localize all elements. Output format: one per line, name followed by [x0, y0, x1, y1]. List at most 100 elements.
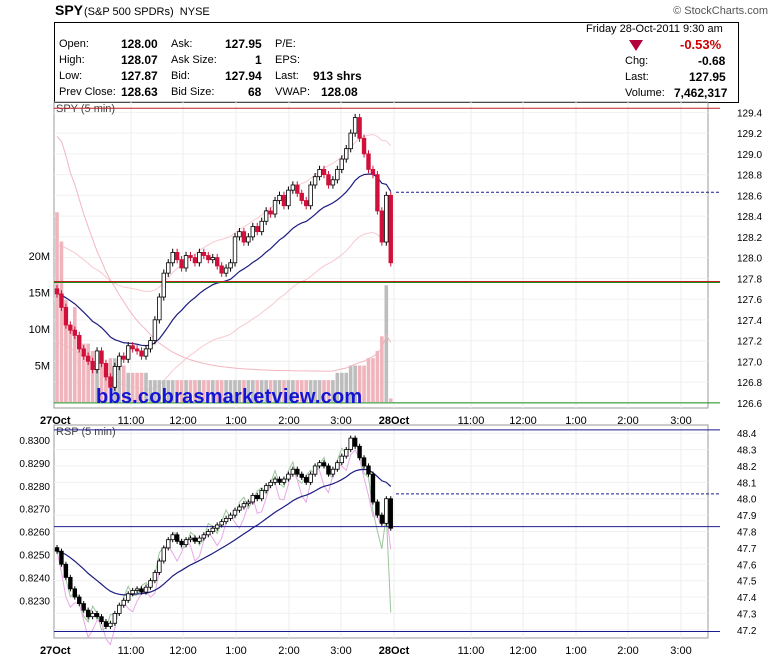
candle-body: [312, 176, 318, 186]
candle-body: [206, 531, 211, 536]
candle-body: [268, 210, 273, 215]
bid-size-value: 68: [248, 85, 262, 99]
candle-body: [214, 257, 220, 267]
x-tick-label: 1:00: [565, 645, 586, 657]
volume-bar: [317, 380, 322, 402]
candle-body: [85, 609, 91, 618]
candle-body: [299, 192, 304, 201]
volume-bar: [273, 380, 277, 402]
candle-body: [321, 462, 327, 467]
candle-body: [170, 534, 175, 541]
volume-bar: [357, 365, 362, 402]
brand-label[interactable]: © StockCharts.com: [673, 5, 768, 17]
candle-body: [272, 200, 278, 215]
volume-bar: [335, 372, 340, 402]
candle-body: [232, 509, 238, 516]
y-tick-label: 47.9: [737, 511, 757, 522]
candle-body: [152, 319, 158, 341]
candle-body: [108, 622, 113, 627]
candle-body: [143, 586, 149, 593]
candle-body: [259, 220, 264, 233]
y-tick-label: 129.0: [737, 150, 762, 161]
candle-body: [388, 194, 393, 264]
candle-body: [94, 350, 100, 371]
ask-label: Ask:: [171, 38, 193, 50]
open-value: 128.00: [121, 37, 158, 51]
candle-body: [339, 158, 344, 170]
volume-bar: [73, 307, 77, 402]
quote-box: Open: 128.00 High: 128.07 Low: 127.87 Pr…: [54, 22, 739, 103]
candle-body: [308, 184, 313, 207]
volume-bar: [157, 380, 162, 402]
candle-body: [170, 252, 175, 264]
candle-body: [174, 252, 180, 261]
y-tick-label: 48.1: [737, 478, 757, 489]
candle-body: [143, 348, 149, 357]
percent-change: -0.53%: [680, 37, 722, 52]
x-tick-label: 2:00: [617, 415, 638, 427]
ask-value: 127.95: [225, 37, 262, 51]
candle-body: [134, 348, 140, 352]
x-tick-label: 3:00: [330, 415, 351, 427]
candle-body: [219, 521, 224, 526]
y-tick-label: 127.4: [737, 316, 762, 327]
volume-bar: [282, 380, 286, 402]
x-tick-label: 12:00: [169, 645, 197, 657]
y-tick-label: 128.8: [737, 171, 762, 182]
candle-body: [237, 506, 242, 511]
y-tick-label: 48.2: [737, 462, 757, 473]
candle-body: [330, 468, 336, 475]
volume-bar: [255, 380, 260, 402]
candle-body: [348, 437, 353, 450]
x-tick-label: 2:00: [617, 645, 638, 657]
candle-body: [157, 560, 162, 573]
candle-body: [157, 296, 162, 321]
candle-body: [370, 169, 376, 176]
candle-body: [263, 210, 269, 222]
candle-body: [303, 200, 309, 207]
y-tick-label: 48.4: [737, 429, 757, 440]
high-value: 128.07: [121, 53, 158, 67]
y-tick-label: 48.0: [737, 495, 757, 506]
y-tick-label: 127.2: [737, 337, 762, 348]
volume-axis-label: 10M: [29, 324, 50, 336]
candle-body: [379, 210, 385, 243]
volume-bar: [331, 380, 335, 402]
quote-date: Friday 28-Oct-2011 9:30 am: [586, 23, 723, 35]
candle-body: [68, 324, 73, 331]
y-tick-label: 47.2: [737, 626, 757, 637]
pe-label: P/E:: [275, 38, 296, 50]
volume-bar: [55, 212, 59, 402]
candle-body: [112, 613, 118, 624]
bid-value: 127.94: [225, 69, 262, 83]
ticker-symbol[interactable]: SPY: [55, 2, 84, 18]
volume-bar: [268, 380, 273, 402]
last2-value: 127.95: [689, 70, 726, 84]
x-tick-label: 28Oct: [379, 645, 410, 657]
volume-bar: [242, 380, 246, 402]
candle-body: [103, 621, 109, 627]
candle-body: [72, 588, 77, 598]
candle-body: [63, 306, 69, 326]
candle-body: [361, 137, 367, 155]
x-tick-label: 11:00: [458, 415, 485, 427]
y-tick-label: 126.8: [737, 378, 762, 389]
candle-body: [139, 588, 144, 593]
y-tick-label: 127.8: [737, 274, 762, 285]
candle-body: [188, 537, 193, 541]
candle-body: [384, 194, 389, 243]
y-tick-label: 47.3: [737, 609, 757, 620]
volume-average-line: [56, 136, 392, 372]
left-axis-label: 0.8260: [19, 528, 50, 539]
candle-body: [241, 231, 247, 243]
candle-body: [90, 613, 95, 618]
volume-bar: [384, 285, 389, 402]
volume-label: Volume:: [625, 87, 665, 99]
candle-body: [139, 350, 144, 357]
candle-body: [335, 462, 340, 470]
ask-size-label: Ask Size:: [171, 54, 217, 66]
volume-bar: [90, 350, 95, 402]
volume-bar: [308, 380, 313, 402]
candle-body: [174, 534, 180, 542]
x-tick-label: 11:00: [118, 415, 145, 427]
